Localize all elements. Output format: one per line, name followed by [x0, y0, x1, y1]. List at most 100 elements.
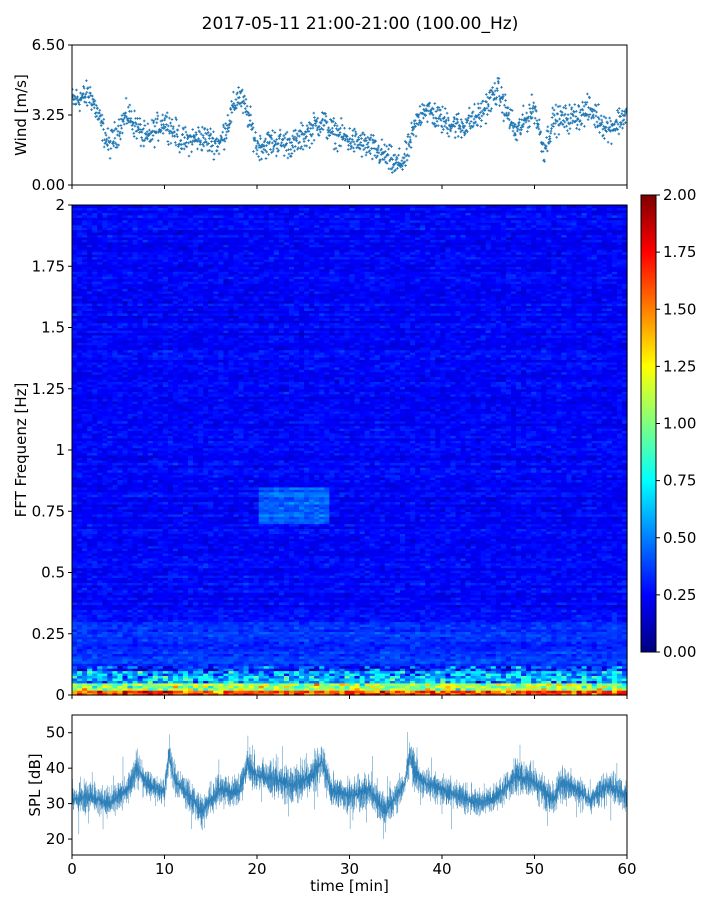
spectrogram-cell: [248, 665, 255, 669]
spectrogram-cell: [188, 687, 194, 691]
spectrogram-cell: [283, 672, 290, 676]
spectrogram-cell: [258, 660, 265, 664]
spectrogram-cell: [571, 670, 578, 674]
spectrogram-cell: [596, 658, 603, 662]
spectrogram-cell: [586, 648, 593, 652]
spectrogram-cell: [374, 668, 381, 672]
spectrogram-cell: [576, 665, 583, 669]
spectrogram-cell: [465, 665, 472, 669]
spectrogram-cell: [92, 650, 98, 654]
spectrogram-cell: [526, 670, 532, 674]
spectrogram-cell: [273, 665, 280, 669]
spectrogram-cell: [82, 687, 88, 691]
spectrogram-cell: [349, 685, 356, 689]
spectrogram-cell: [420, 668, 426, 672]
spectrogram-cell: [193, 641, 199, 645]
spectrogram-cell: [354, 653, 361, 657]
spectrogram-cell: [183, 641, 189, 645]
spectrogram-cell: [294, 648, 300, 652]
spectrogram-cell: [162, 687, 169, 691]
spectrogram-cell: [455, 650, 462, 654]
spectrogram-cell: [616, 663, 623, 667]
spectrogram-cell: [344, 685, 351, 689]
spectrogram-cell: [77, 675, 83, 679]
spectrogram-cell: [611, 682, 618, 686]
spectrogram-cell: [203, 680, 209, 684]
spectrogram-cell: [541, 668, 547, 672]
spectrogram-cell: [521, 685, 527, 689]
spectrogram-cell: [445, 690, 451, 694]
spectrogram-cell: [183, 655, 189, 659]
spectrogram-cell: [273, 653, 280, 657]
spectrogram-cell: [470, 672, 477, 676]
spectrogram-cell: [268, 660, 275, 664]
spectrogram-cell: [283, 670, 290, 674]
spectrogram-cell: [420, 680, 426, 684]
spectrogram-cell: [188, 690, 194, 694]
spectrogram-cell: [546, 685, 552, 689]
spectrogram-cell: [324, 663, 330, 667]
spectrogram-cell: [450, 677, 456, 681]
spectrogram-cell: [364, 653, 371, 657]
spectrogram-cell: [440, 660, 446, 664]
spectrogram-cell: [379, 658, 386, 662]
spectrogram-cell: [243, 685, 250, 689]
spectrogram-cell: [536, 663, 542, 667]
spectrogram-cell: [531, 665, 537, 669]
spectrogram-cell: [511, 682, 517, 686]
spectrogram-cell: [485, 643, 492, 647]
spectrogram-cell: [97, 690, 103, 694]
spectrogram-cell: [536, 677, 542, 681]
spectrogram-cell: [167, 665, 174, 669]
spectrogram-cell: [521, 658, 527, 662]
spectrogram-cell: [536, 658, 542, 662]
spectrogram-cell: [147, 648, 154, 652]
spectrogram-cell: [581, 658, 588, 662]
spectrogram-cell: [389, 682, 396, 686]
spectrogram-cell: [289, 663, 295, 667]
spectrogram-cell: [243, 680, 250, 684]
spectrogram-cell: [142, 687, 149, 691]
spectrogram-cell: [122, 655, 129, 659]
spectrogram-cell: [389, 663, 396, 667]
spectrogram-cell: [430, 675, 436, 679]
spectrogram-cell: [178, 680, 184, 684]
spectrogram-cell: [566, 668, 573, 672]
spectrogram-cell: [183, 675, 189, 679]
spectrogram-cell: [228, 670, 234, 674]
spectrogram-cell: [167, 685, 174, 689]
spectrogram-cell: [616, 653, 623, 657]
spectrogram-cell: [203, 643, 209, 647]
spectrogram-cell: [349, 687, 356, 691]
spectrogram-cell: [576, 677, 583, 681]
spectrogram-cell: [359, 668, 366, 672]
spectrogram-cell: [97, 648, 103, 652]
spectrogram-cell: [379, 643, 386, 647]
spectrogram-cell: [157, 675, 164, 679]
spectrogram-cell: [551, 650, 557, 654]
spectrogram-cell: [243, 641, 250, 645]
spectrogram-cell: [586, 655, 593, 659]
spectrogram-cell: [591, 680, 598, 684]
spectrogram-cell: [283, 690, 290, 694]
spectrogram-cell: [445, 646, 451, 650]
spectrogram-cell: [132, 660, 139, 664]
spectrogram-cell: [485, 646, 492, 650]
spectrogram-cell: [82, 680, 88, 684]
spectrogram-cell: [374, 675, 381, 679]
spectrogram-cell: [450, 672, 456, 676]
spectrogram-cell: [178, 653, 184, 657]
spectrogram-cell: [470, 685, 477, 689]
spectrogram-cell: [299, 655, 305, 659]
spectrogram-cell: [591, 692, 598, 696]
spectrogram-cell: [415, 690, 421, 694]
spectrogram-cell: [203, 672, 209, 676]
spectrogram-cell: [485, 668, 492, 672]
spectrogram-cell: [193, 643, 199, 647]
spectrogram-cell: [511, 670, 517, 674]
spectrogram-cell: [283, 680, 290, 684]
spectrogram-cell: [102, 677, 108, 681]
spectrogram-cell: [420, 663, 426, 667]
spectrogram-cell: [516, 665, 522, 669]
spectrogram-cell: [460, 663, 467, 667]
